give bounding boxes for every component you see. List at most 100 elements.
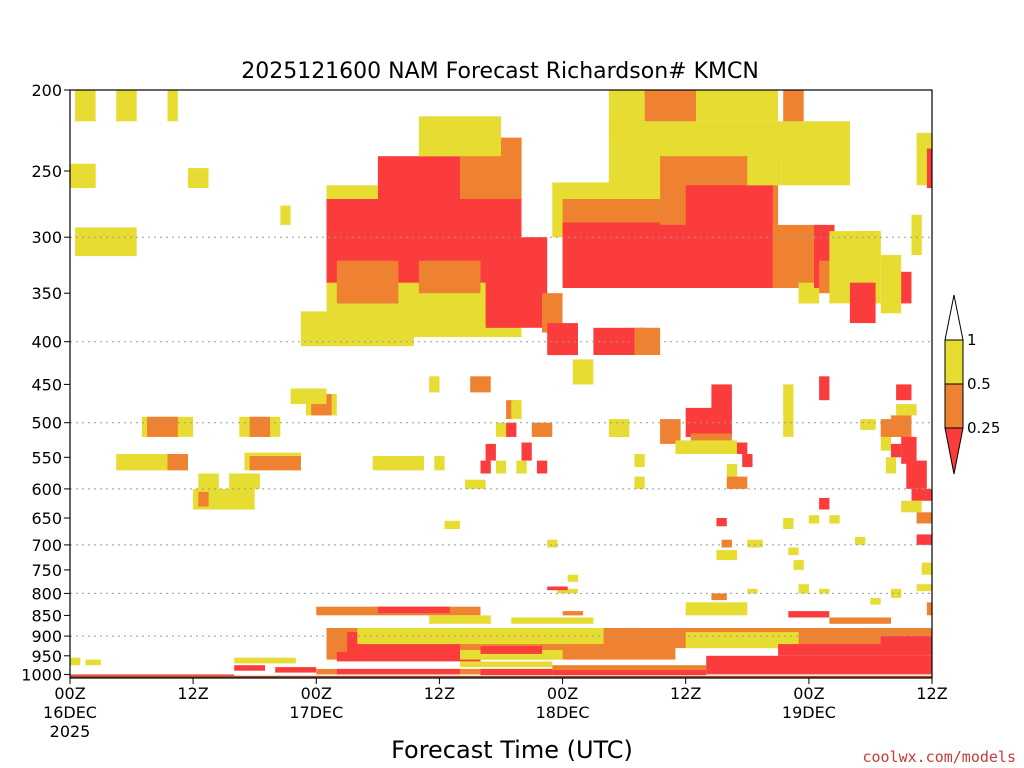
ri-cell bbox=[860, 419, 876, 430]
x-tick-label: 18DEC bbox=[536, 703, 590, 722]
ri-cell bbox=[742, 454, 753, 468]
ri-cell bbox=[685, 185, 773, 288]
ri-cell bbox=[747, 539, 763, 548]
x-tick-label: 12Z bbox=[670, 684, 701, 703]
ri-cell bbox=[675, 440, 738, 454]
colorbar: 1 0.5 0.25 bbox=[944, 294, 1000, 475]
heatmap-cells bbox=[70, 90, 932, 676]
ri-cell bbox=[798, 584, 809, 594]
ri-cell bbox=[608, 90, 645, 138]
ri-cell bbox=[70, 674, 235, 676]
ri-cell bbox=[372, 456, 424, 471]
ri-cell bbox=[147, 416, 178, 437]
ri-cell bbox=[829, 617, 891, 624]
ri-cell bbox=[516, 460, 527, 474]
chart-title: 2025121600 NAM Forecast Richardson# KMCN bbox=[241, 59, 759, 84]
x-tick-label: 2025 bbox=[50, 722, 91, 741]
ri-cell bbox=[926, 148, 932, 189]
ri-cell bbox=[696, 90, 779, 122]
ri-cell bbox=[880, 254, 902, 314]
colorbar-label: 1 bbox=[967, 331, 977, 349]
ri-cell bbox=[901, 436, 917, 464]
ri-cell bbox=[480, 668, 553, 676]
ri-cell bbox=[911, 488, 932, 501]
ri-cell bbox=[480, 646, 543, 654]
ri-cell bbox=[788, 547, 799, 556]
ri-cell bbox=[885, 457, 897, 474]
x-tick-label: 19DEC bbox=[782, 703, 836, 722]
ri-cell bbox=[188, 168, 209, 188]
ri-cell bbox=[783, 518, 794, 529]
ri-cell bbox=[896, 384, 912, 401]
ri-cell bbox=[536, 460, 548, 474]
ri-cell bbox=[793, 560, 804, 570]
credit-link[interactable]: coolwx.com/models bbox=[862, 748, 1016, 766]
x-tick-label: 00Z bbox=[547, 684, 578, 703]
x-tick-label: 12Z bbox=[424, 684, 455, 703]
ri-cell bbox=[511, 400, 522, 419]
ri-cell bbox=[660, 419, 681, 444]
ri-cell bbox=[547, 586, 568, 591]
ri-cell bbox=[721, 539, 732, 548]
ri-cell bbox=[901, 500, 922, 513]
ri-cell bbox=[275, 667, 317, 673]
ri-cell bbox=[726, 463, 738, 477]
ri-cell bbox=[418, 260, 481, 294]
ri-cell bbox=[357, 628, 604, 645]
ri-cell bbox=[870, 597, 881, 605]
x-tick-label: 00Z bbox=[793, 684, 824, 703]
ri-cell bbox=[916, 534, 932, 545]
ri-cell bbox=[711, 384, 732, 416]
ri-cell bbox=[711, 593, 727, 601]
ri-cell bbox=[198, 491, 209, 507]
ri-cell bbox=[70, 163, 96, 189]
x-tick-label: 12Z bbox=[177, 684, 208, 703]
ri-cell bbox=[198, 473, 219, 489]
ri-cell bbox=[234, 657, 296, 664]
colorbar-bin bbox=[944, 383, 964, 429]
ri-cell bbox=[567, 574, 578, 582]
x-tick-label: 00Z bbox=[301, 684, 332, 703]
y-tick-label: 850 bbox=[31, 606, 62, 625]
ri-cell bbox=[542, 293, 563, 333]
ri-cell bbox=[336, 651, 481, 662]
ri-cell bbox=[547, 539, 558, 548]
ri-cell bbox=[485, 237, 548, 328]
ri-cell bbox=[506, 422, 517, 437]
ri-cell bbox=[116, 90, 137, 122]
y-tick-label: 350 bbox=[31, 284, 62, 303]
ri-cell bbox=[75, 90, 96, 122]
ri-cell bbox=[460, 650, 563, 660]
x-axis-label: Forecast Time (UTC) bbox=[391, 736, 633, 764]
ri-cell bbox=[85, 659, 101, 666]
ri-cell bbox=[860, 231, 881, 261]
ri-cell bbox=[716, 518, 727, 527]
ri-cell bbox=[485, 443, 496, 461]
ri-cell bbox=[572, 359, 594, 385]
ri-cell bbox=[819, 497, 830, 510]
ri-cell bbox=[418, 116, 501, 157]
ri-cell bbox=[788, 611, 830, 618]
ri-cell bbox=[167, 454, 188, 471]
y-tick-label: 650 bbox=[31, 509, 62, 528]
ri-cell bbox=[506, 400, 517, 419]
ri-cell bbox=[685, 602, 748, 616]
ri-cell bbox=[552, 670, 707, 676]
ri-cell bbox=[783, 384, 794, 437]
ri-cell bbox=[849, 282, 876, 324]
ri-cell bbox=[634, 454, 645, 468]
y-tick-label: 500 bbox=[31, 414, 62, 433]
ground-band bbox=[70, 675, 932, 678]
y-tick-label: 600 bbox=[31, 480, 62, 499]
y-tick-label: 200 bbox=[31, 81, 62, 100]
colorbar-bin bbox=[944, 339, 964, 385]
ri-cell bbox=[906, 460, 927, 489]
colorbar-label: 0.25 bbox=[967, 419, 1000, 437]
ri-cell bbox=[234, 665, 265, 671]
y-tick-label: 450 bbox=[31, 375, 62, 394]
ri-cell bbox=[511, 617, 594, 624]
ri-cell bbox=[75, 227, 137, 257]
x-tick-label: 12Z bbox=[916, 684, 947, 703]
y-tick-label: 250 bbox=[31, 162, 62, 181]
y-tick-label: 750 bbox=[31, 561, 62, 580]
